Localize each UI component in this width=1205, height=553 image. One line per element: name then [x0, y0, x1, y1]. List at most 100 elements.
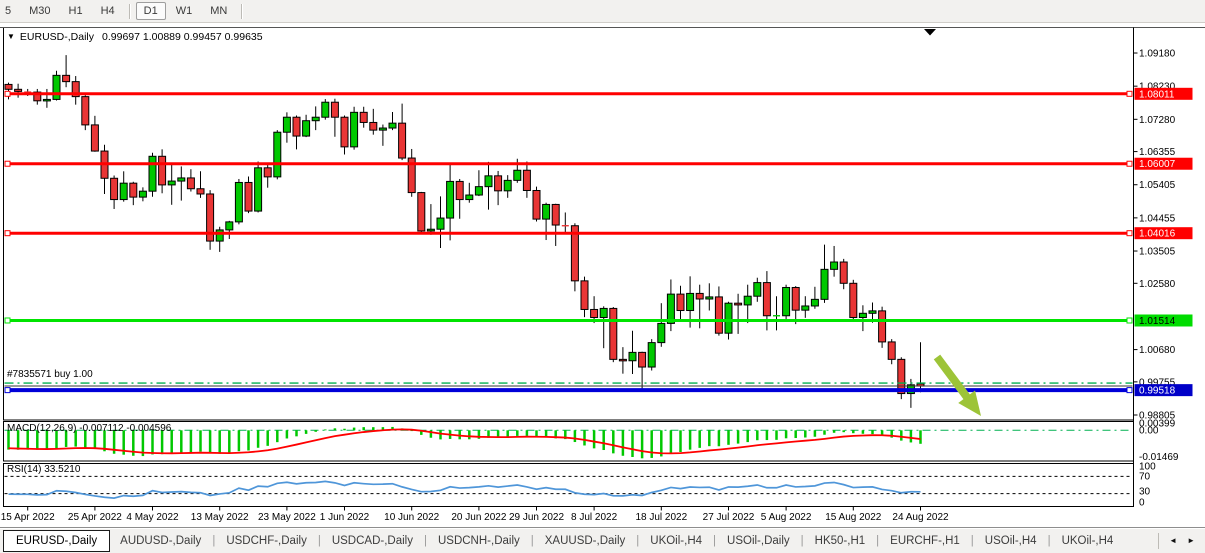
tab-usoil-daily[interactable]: USOil-,Daily — [727, 534, 790, 547]
candle-body — [465, 194, 474, 201]
pane-border — [3, 463, 1134, 507]
macd-pane — [4, 426, 1133, 459]
price-badge — [1134, 157, 1193, 170]
candle-body — [138, 190, 147, 198]
candle-body — [33, 91, 42, 102]
candle-body — [695, 292, 704, 300]
candle-body — [474, 186, 483, 196]
candle-body — [359, 111, 368, 123]
hline-anchor[interactable] — [1126, 90, 1133, 97]
hline-anchor[interactable] — [4, 160, 11, 167]
price-axis-label: 0.98805 — [1139, 411, 1176, 422]
candle-body — [119, 182, 128, 201]
tab-scroll-right-icon[interactable]: ► — [1187, 536, 1195, 545]
tab-usoil-h4[interactable]: USOil-,H4 — [984, 534, 1037, 547]
candle-body — [657, 322, 666, 344]
tab-usdcnh-daily[interactable]: USDCNH-,Daily — [437, 534, 520, 547]
arrow-annotation-shaft[interactable] — [933, 354, 973, 403]
period-d1-button[interactable]: D1 — [135, 2, 166, 20]
tab-ukoil-h4[interactable]: UKOil-,H4 — [1061, 534, 1114, 547]
candle-body — [638, 351, 647, 368]
period-h1-button[interactable]: H1 — [68, 5, 83, 17]
price-badge-label: 1.08011 — [1139, 89, 1175, 100]
tab-ukoil-h4[interactable]: UKOil-,H4 — [650, 534, 703, 547]
candle-body — [743, 295, 752, 306]
macd-scale-label: -0.01469 — [1139, 452, 1179, 463]
hline-anchor[interactable] — [4, 90, 11, 97]
hline-anchor[interactable] — [4, 317, 11, 324]
date-label: 8 Jul 2022 — [571, 512, 618, 523]
candle-body — [330, 101, 339, 118]
chart-shift-marker-icon[interactable] — [924, 29, 936, 36]
candle-body — [849, 282, 858, 318]
hline-anchor[interactable] — [1126, 317, 1133, 324]
period-mn-button[interactable]: MN — [210, 5, 228, 17]
candle-body — [897, 358, 906, 395]
candle-body — [426, 228, 435, 232]
date-label: 23 May 2022 — [258, 512, 316, 523]
tab-scroll-left-icon[interactable]: ◄ — [1169, 536, 1178, 545]
tab-usdcad-daily[interactable]: USDCAD-,Daily — [331, 534, 413, 547]
tab-usdchf-daily[interactable]: USDCHF-,Daily — [226, 534, 307, 547]
date-label: 27 Jul 2022 — [703, 512, 755, 523]
tab-xauusd-daily[interactable]: XAUUSD-,Daily — [544, 534, 626, 547]
tab-audusd-daily[interactable]: AUDUSD-,Daily — [120, 534, 202, 547]
candle-body — [628, 351, 637, 362]
macd-name: MACD(12,26,9) — [7, 423, 77, 434]
candle-body — [503, 179, 512, 192]
price-axis-label: 1.08230 — [1139, 82, 1176, 93]
period-w1-button[interactable]: W1 — [175, 5, 193, 17]
price-badge — [1134, 384, 1193, 397]
hline-anchor[interactable] — [4, 387, 11, 394]
candle-body — [609, 307, 618, 360]
candle-body — [311, 116, 320, 122]
tab-divider: | — [713, 534, 717, 547]
candle-body — [820, 268, 829, 300]
tab-hk50-h1[interactable]: HK50-,H1 — [814, 534, 866, 547]
rsi-scale-label: 0 — [1139, 498, 1145, 509]
price-axis-label: 1.00680 — [1139, 345, 1176, 356]
candle-body — [263, 167, 272, 178]
candle-body — [42, 98, 51, 102]
tab-divider: | — [970, 534, 974, 547]
tab-divider: | — [530, 534, 534, 547]
tab-divider: | — [800, 534, 804, 547]
candle-body — [868, 310, 877, 314]
macd-values: -0.007112 -0.004596 — [79, 423, 172, 434]
candle-body — [158, 155, 167, 186]
candle-body — [551, 203, 560, 226]
toolbar-separator — [241, 3, 243, 19]
period-5-button[interactable]: 5 — [5, 5, 12, 17]
candle-body — [542, 203, 551, 220]
hline-anchor[interactable] — [4, 230, 11, 237]
tab-eurchf-h1[interactable]: EURCHF-,H1 — [890, 534, 960, 547]
candle-body — [340, 116, 349, 148]
symbol-dropdown-icon[interactable]: ▼ — [7, 32, 15, 41]
chart-title: ▼ EURUSD-,Daily 0.99697 1.00889 0.99457 0.… — [7, 31, 263, 43]
candle-body — [52, 74, 61, 100]
candle-body — [292, 116, 301, 137]
chart-title-symbol: EURUSD-,Daily — [19, 31, 95, 43]
period-h4-button[interactable]: H4 — [100, 5, 115, 17]
candle-body — [686, 292, 695, 312]
date-label: 15 Apr 2022 — [1, 512, 55, 523]
candle-body — [676, 293, 685, 312]
tab-divider: | — [212, 534, 216, 547]
candle-body — [302, 120, 311, 137]
candle-body — [436, 217, 445, 230]
candle-body — [810, 298, 819, 307]
date-label: 1 Jun 2022 — [320, 512, 370, 523]
period-m30-button[interactable]: M30 — [29, 5, 51, 17]
arrow-annotation-head[interactable] — [958, 390, 981, 416]
candle-body — [513, 169, 522, 181]
hline-anchor[interactable] — [1126, 160, 1133, 167]
tab-eurusd-daily[interactable]: EURUSD-,Daily — [3, 529, 111, 552]
date-label: 15 Aug 2022 — [825, 512, 882, 523]
candle-body — [369, 121, 378, 131]
candle-body — [455, 180, 464, 201]
hline-anchor[interactable] — [1126, 230, 1133, 237]
rsi-value: 33.5210 — [44, 464, 81, 475]
price-badge — [1134, 87, 1193, 100]
hline-anchor[interactable] — [1126, 387, 1133, 394]
